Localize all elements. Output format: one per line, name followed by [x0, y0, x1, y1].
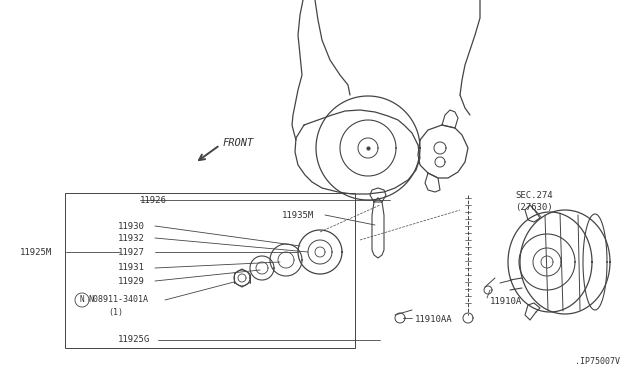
- Text: SEC.274: SEC.274: [515, 190, 552, 199]
- Text: .IP75007V: .IP75007V: [575, 357, 620, 366]
- Text: (27630): (27630): [515, 202, 552, 212]
- Text: 11932: 11932: [118, 234, 145, 243]
- Text: 11910A: 11910A: [490, 298, 522, 307]
- Text: 11910AA: 11910AA: [415, 315, 452, 324]
- Text: (1): (1): [108, 308, 123, 317]
- Text: 11927: 11927: [118, 247, 145, 257]
- Text: 11931: 11931: [118, 263, 145, 273]
- Text: 11925M: 11925M: [20, 247, 52, 257]
- Text: 11935M: 11935M: [282, 211, 314, 219]
- Text: FRONT: FRONT: [223, 138, 254, 148]
- Text: N: N: [80, 295, 84, 305]
- Text: 11929: 11929: [118, 276, 145, 285]
- Text: N08911-3401A: N08911-3401A: [88, 295, 148, 305]
- Text: 11930: 11930: [118, 221, 145, 231]
- Text: 11925G: 11925G: [118, 336, 150, 344]
- Text: 11926: 11926: [140, 196, 167, 205]
